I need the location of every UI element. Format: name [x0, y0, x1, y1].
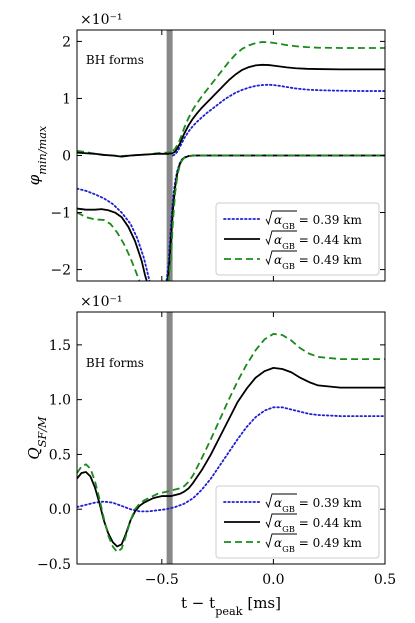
- xtick-label: −0.5: [145, 572, 179, 588]
- ytick-label: −1: [50, 206, 71, 222]
- ytick-label: 0.0: [49, 502, 71, 518]
- legend-label: αGB = 0.39 km: [274, 213, 362, 231]
- series-line-1-2: [77, 333, 385, 553]
- xtick-label: 0.5: [374, 572, 396, 588]
- y-axis-label: φmin/max: [25, 125, 49, 185]
- axis-multiplier: ×10⁻¹: [80, 12, 123, 28]
- series-line-0-7: [77, 151, 174, 158]
- x-axis-label: t − tpeak [ms]: [181, 594, 281, 618]
- sqrt-glyph: [265, 493, 297, 509]
- ytick-label: 1.5: [49, 338, 71, 354]
- sqrt-glyph: [265, 533, 297, 549]
- y-axis-label: QSF/M: [25, 416, 49, 460]
- ytick-label: −0.5: [37, 557, 71, 573]
- sqrt-glyph: [265, 230, 297, 246]
- sqrt-glyph: [265, 250, 297, 266]
- ytick-label: 2: [62, 34, 71, 50]
- legend-label: αGB = 0.44 km: [274, 233, 362, 251]
- series-line-0-2: [172, 63, 385, 154]
- ytick-label: 0.5: [49, 447, 71, 463]
- sqrt-glyph: [265, 210, 297, 226]
- ytick-label: 0: [62, 149, 71, 165]
- bh-forms-annotation: BH forms: [86, 356, 144, 370]
- series-line-0-5: [77, 154, 385, 281]
- bottom-panel-qsf: −0.5 0.0 0.5 1.0 1.5 −0.5 0.0 0.5 ×10⁻¹ BH forms Q…: [25, 294, 396, 618]
- ytick-label: 1.0: [49, 393, 71, 409]
- legend-label: αGB = 0.49 km: [274, 536, 362, 554]
- bh-forms-annotation: BH forms: [86, 53, 144, 67]
- series-line-0-0: [172, 83, 385, 157]
- series-line-1-1: [77, 366, 385, 548]
- xtick-label: 0.0: [262, 572, 284, 588]
- series-line-1-0: [77, 406, 385, 513]
- ytick-label: −2: [50, 263, 71, 279]
- series-line-0-4: [172, 41, 385, 152]
- legend-label: αGB = 0.39 km: [274, 496, 362, 514]
- ytick-label: 1: [62, 91, 71, 107]
- legend-label: αGB = 0.44 km: [274, 516, 362, 534]
- axes-frame: [76, 311, 386, 565]
- legend-box: [215, 485, 380, 559]
- legend-box: [215, 202, 380, 276]
- sqrt-glyph: [265, 513, 297, 529]
- axis-multiplier: ×10⁻¹: [80, 294, 123, 310]
- top-panel-phi: −2 −1 0 1 2 ×10⁻¹ BH forms φmin/max αGB = 0.39 k…: [25, 12, 386, 282]
- legend-label: αGB = 0.49 km: [274, 253, 362, 271]
